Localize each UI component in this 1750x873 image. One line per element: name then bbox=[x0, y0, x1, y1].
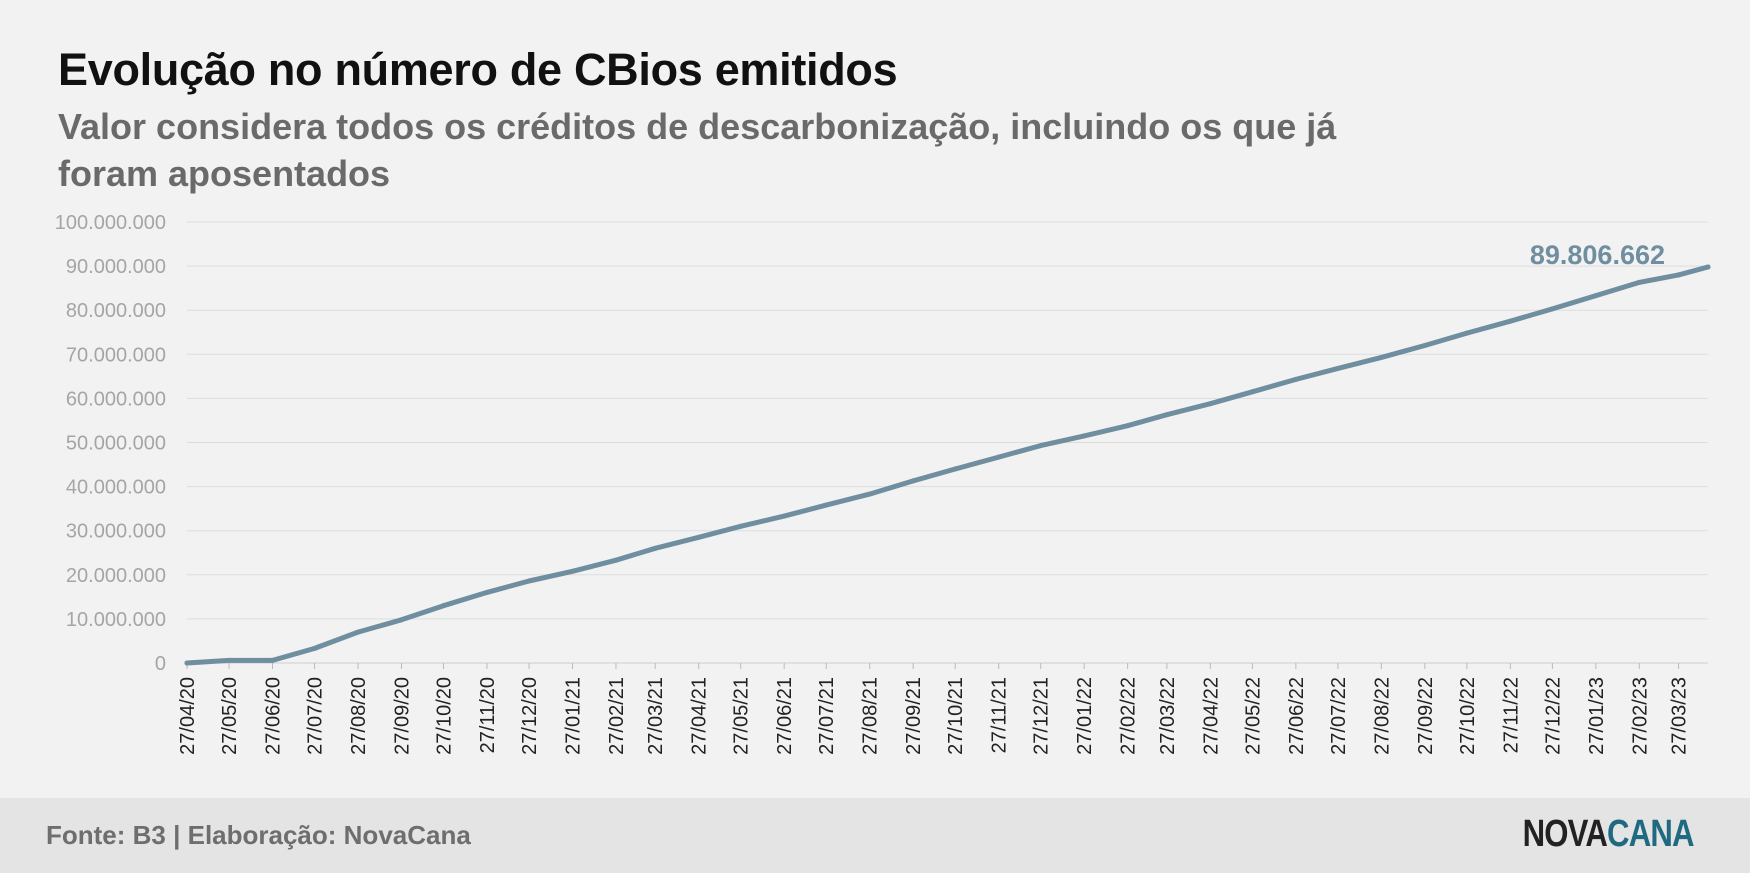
x-tick-label: 27/11/21 bbox=[989, 677, 1011, 753]
data-point bbox=[312, 645, 318, 651]
data-point bbox=[613, 557, 619, 563]
x-tick-label: 27/01/21 bbox=[563, 677, 585, 755]
x-tick-label: 27/02/23 bbox=[1629, 677, 1651, 755]
data-point bbox=[952, 466, 958, 472]
data-point bbox=[1293, 376, 1299, 382]
x-tick-label: 27/01/23 bbox=[1586, 677, 1608, 755]
x-tick-label: 27/03/21 bbox=[645, 677, 667, 755]
data-point bbox=[484, 589, 490, 595]
x-tick-label: 27/12/21 bbox=[1031, 677, 1053, 755]
x-tick-label: 27/08/22 bbox=[1371, 677, 1393, 755]
y-tick-label: 50.000.000 bbox=[66, 433, 166, 455]
data-point bbox=[398, 617, 404, 623]
data-point bbox=[996, 454, 1002, 460]
x-tick-label: 27/05/20 bbox=[219, 677, 241, 755]
x-tick-label: 27/10/20 bbox=[434, 677, 456, 755]
data-point bbox=[1378, 354, 1384, 360]
x-tick-label: 27/07/21 bbox=[816, 677, 838, 755]
logo-part-cana: CANA bbox=[1607, 813, 1695, 855]
data-point bbox=[910, 478, 916, 484]
x-tick-label: 27/09/21 bbox=[903, 677, 925, 755]
y-axis-ticks: 0 10.000.000 20.000.000 30.000.000 40.000.00… bbox=[55, 212, 166, 675]
x-tick-label: 27/04/22 bbox=[1200, 677, 1222, 755]
x-tick-label: 27/12/20 bbox=[519, 677, 541, 755]
data-point bbox=[1249, 389, 1255, 395]
data-point bbox=[1705, 264, 1711, 270]
y-tick-label: 30.000.000 bbox=[66, 521, 166, 543]
x-tick-label: 27/12/22 bbox=[1542, 677, 1564, 755]
data-point bbox=[526, 578, 532, 584]
final-value-label: 89.806.662 bbox=[1530, 240, 1665, 270]
y-tick-label: 0 bbox=[155, 653, 166, 675]
y-tick-label: 70.000.000 bbox=[66, 344, 166, 366]
data-point bbox=[1125, 423, 1131, 429]
y-tick-label: 100.000.000 bbox=[55, 212, 166, 234]
x-tick-label: 27/03/22 bbox=[1157, 677, 1179, 755]
y-tick-label: 10.000.000 bbox=[66, 609, 166, 631]
data-point bbox=[781, 513, 787, 519]
x-tick-label: 27/09/22 bbox=[1415, 677, 1437, 755]
data-point bbox=[1636, 279, 1642, 285]
series-line bbox=[184, 264, 1711, 666]
data-point bbox=[652, 545, 658, 551]
x-axis-ticks: 27/04/20 27/05/20 27/06/20 27/07/20 27/08/20… bbox=[177, 663, 1691, 755]
data-point bbox=[738, 523, 744, 529]
line-chart: 0 10.000.000 20.000.000 30.000.000 40.000.00… bbox=[55, 212, 1711, 755]
data-point bbox=[1676, 272, 1682, 278]
data-point bbox=[1207, 401, 1213, 407]
data-point bbox=[1335, 365, 1341, 371]
footer-bar: Fonte: B3 | Elaboração: NovaCana NOVACAN… bbox=[0, 798, 1750, 873]
data-point bbox=[1593, 293, 1599, 299]
x-tick-label: 27/09/20 bbox=[391, 677, 413, 755]
data-point bbox=[1549, 306, 1555, 312]
x-tick-label: 27/07/22 bbox=[1328, 677, 1350, 755]
data-point bbox=[1164, 412, 1170, 418]
x-tick-label: 27/01/22 bbox=[1074, 677, 1096, 755]
data-point bbox=[270, 657, 276, 663]
y-tick-label: 80.000.000 bbox=[66, 300, 166, 322]
x-tick-label: 27/04/20 bbox=[177, 677, 199, 755]
x-tick-label: 27/05/22 bbox=[1242, 677, 1264, 755]
data-point bbox=[696, 534, 702, 540]
chart-subtitle: Valor considera todos os créditos de des… bbox=[58, 106, 1337, 194]
x-tick-label: 27/11/20 bbox=[477, 677, 499, 753]
x-tick-label: 27/04/21 bbox=[689, 677, 711, 755]
annotations: 89.806.662 bbox=[1530, 240, 1665, 270]
x-tick-label: 27/10/22 bbox=[1457, 677, 1479, 755]
x-tick-label: 27/05/21 bbox=[731, 677, 753, 755]
logo-part-nova: NOVA bbox=[1522, 813, 1608, 855]
x-tick-label: 27/08/21 bbox=[860, 677, 882, 755]
x-tick-label: 27/03/23 bbox=[1669, 677, 1691, 755]
data-point bbox=[1081, 433, 1087, 439]
data-point bbox=[1507, 318, 1513, 324]
x-tick-label: 27/02/22 bbox=[1118, 677, 1140, 755]
x-tick-label: 27/07/20 bbox=[305, 677, 327, 755]
chart-title: Evolução no número de CBios emitidos bbox=[58, 44, 898, 95]
x-tick-label: 27/06/21 bbox=[774, 677, 796, 755]
data-point bbox=[1464, 330, 1470, 336]
x-tick-label: 27/06/20 bbox=[263, 677, 285, 755]
x-tick-label: 27/11/22 bbox=[1500, 677, 1522, 753]
data-point bbox=[441, 603, 447, 609]
y-tick-label: 40.000.000 bbox=[66, 477, 166, 499]
x-tick-label: 27/10/21 bbox=[945, 677, 967, 755]
gridlines bbox=[187, 221, 1708, 664]
x-tick-label: 27/02/21 bbox=[606, 677, 628, 755]
data-point bbox=[1422, 342, 1428, 348]
x-tick-label: 27/06/22 bbox=[1286, 677, 1308, 755]
y-tick-label: 60.000.000 bbox=[66, 388, 166, 410]
data-point bbox=[184, 660, 190, 666]
y-tick-label: 20.000.000 bbox=[66, 565, 166, 587]
data-point bbox=[226, 657, 232, 663]
data-point bbox=[867, 491, 873, 497]
data-point bbox=[823, 502, 829, 508]
data-point bbox=[355, 629, 361, 635]
data-point bbox=[1038, 443, 1044, 449]
novacana-logo: NOVACANA bbox=[1522, 813, 1695, 856]
x-tick-label: 27/08/20 bbox=[348, 677, 370, 755]
series-layer bbox=[184, 264, 1711, 666]
source-credit: Fonte: B3 | Elaboração: NovaCana bbox=[46, 820, 471, 850]
data-point bbox=[570, 568, 576, 574]
y-tick-label: 90.000.000 bbox=[66, 256, 166, 278]
